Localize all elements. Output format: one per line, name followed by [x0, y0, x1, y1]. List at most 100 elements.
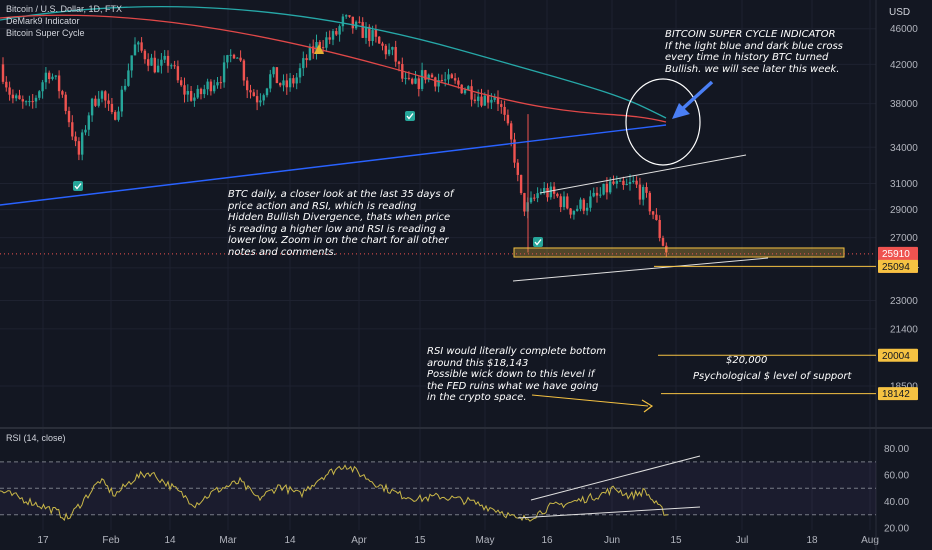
- candle-body: [407, 77, 411, 79]
- rsi-tick-label: 60.00: [884, 471, 909, 482]
- candle-body: [490, 99, 493, 103]
- candle-body: [57, 75, 61, 92]
- candle-body: [8, 87, 11, 95]
- candle-body: [189, 91, 193, 101]
- candle-body: [298, 68, 302, 78]
- price-label-text: 25910: [882, 249, 910, 260]
- check-icon: [406, 113, 414, 120]
- candle-body: [203, 89, 206, 95]
- divergence-line-3: Hidden Bullish Divergence, thats when pr…: [228, 212, 451, 223]
- upper-trendline: [539, 154, 747, 194]
- candle-body: [34, 97, 38, 102]
- candle-body: [295, 77, 298, 84]
- candle-body: [585, 207, 589, 211]
- candle-body: [628, 181, 632, 184]
- rsi-bottom-line-2: around this $18,143: [427, 357, 529, 369]
- candle-body: [252, 92, 255, 97]
- x-tick-label: Aug: [861, 535, 879, 546]
- buy-signal-marker: [405, 111, 415, 121]
- super-cycle-line-3: every time in history BTC turned: [665, 52, 829, 63]
- candle-body: [510, 123, 513, 140]
- candle-body: [64, 94, 67, 111]
- candle-body: [156, 65, 160, 73]
- y-tick-label: 27000: [890, 233, 918, 244]
- candle-body: [249, 90, 252, 93]
- candle-body: [642, 186, 645, 200]
- psych-subtitle: Psychological $ level of support: [693, 371, 852, 382]
- divergence-line-2: price action and RSI, which is reading: [228, 200, 417, 212]
- price-label-text: 18142: [882, 389, 910, 400]
- candle-body: [480, 96, 483, 106]
- candle-body: [566, 196, 569, 209]
- dark-blue-ma: [0, 124, 667, 206]
- candle-body: [387, 49, 391, 55]
- x-tick-label: 16: [541, 535, 553, 546]
- candle-body: [434, 77, 437, 87]
- candle-body: [38, 91, 41, 98]
- candle-body: [183, 85, 186, 95]
- candle-body: [615, 181, 618, 184]
- candle-body: [655, 214, 658, 220]
- candle-body: [632, 180, 635, 182]
- x-tick-label: Apr: [351, 535, 367, 546]
- candle-body: [166, 55, 170, 66]
- candle-body: [523, 193, 526, 212]
- candle-body: [143, 50, 147, 60]
- candle-body: [648, 192, 651, 212]
- candle-body: [67, 110, 71, 123]
- y-tick-label: 42000: [890, 60, 918, 71]
- candle-body: [133, 44, 137, 56]
- candle-body: [483, 95, 486, 106]
- candle-body: [94, 98, 97, 106]
- candle-body: [219, 82, 222, 84]
- indicator-super-cycle[interactable]: Bitcoin Super Cycle: [6, 28, 85, 38]
- candle-body: [618, 180, 622, 182]
- candle-body: [473, 99, 477, 101]
- candle-body: [470, 86, 473, 100]
- candle-body: [308, 46, 312, 61]
- candle-body: [24, 101, 28, 103]
- rsi-bottom-line-1: RSI would literally complete bottom: [427, 346, 606, 357]
- candle-body: [1, 64, 5, 82]
- candle-body: [272, 67, 275, 75]
- candle-body: [404, 77, 407, 79]
- candle-body: [582, 199, 585, 211]
- candle-body: [259, 100, 262, 103]
- candle-body: [638, 184, 642, 200]
- candle-body: [137, 42, 140, 45]
- candle-body: [11, 94, 15, 99]
- red-ma: [0, 14, 667, 123]
- x-tick-label: May: [476, 535, 495, 546]
- candle-body: [61, 91, 64, 95]
- candle-body: [493, 97, 496, 100]
- candle-body: [437, 79, 440, 87]
- x-tick-label: 14: [284, 535, 296, 546]
- divergence-line-5: lower low. Zoom in on the chart for all …: [228, 235, 449, 246]
- candle-body: [447, 74, 450, 80]
- x-tick-label: Mar: [219, 535, 237, 546]
- candle-body: [622, 180, 625, 185]
- candle-body: [612, 181, 615, 184]
- indicator-demark[interactable]: DeMark9 Indicator: [6, 16, 80, 26]
- candle-body: [265, 88, 269, 96]
- candle-body: [411, 78, 414, 84]
- symbol-title[interactable]: Bitcoin / U.S. Dollar, 1D, FTX: [6, 4, 123, 14]
- rsi-tick-label: 80.00: [884, 444, 909, 455]
- candle-body: [381, 43, 384, 46]
- candle-body: [255, 96, 259, 103]
- candle-body: [661, 238, 665, 246]
- candle-body: [130, 55, 133, 71]
- candle-body: [229, 54, 232, 56]
- candle-body: [186, 91, 189, 95]
- rsi-legend[interactable]: RSI (14, close): [6, 433, 66, 443]
- price-label-box: [878, 387, 918, 401]
- candle-body: [302, 58, 305, 69]
- candle-body: [196, 88, 199, 98]
- buy-signal-marker: [73, 181, 83, 191]
- candle-body: [239, 57, 242, 61]
- candle-body: [549, 186, 552, 198]
- candle-body: [556, 193, 559, 197]
- candle-body: [589, 196, 592, 208]
